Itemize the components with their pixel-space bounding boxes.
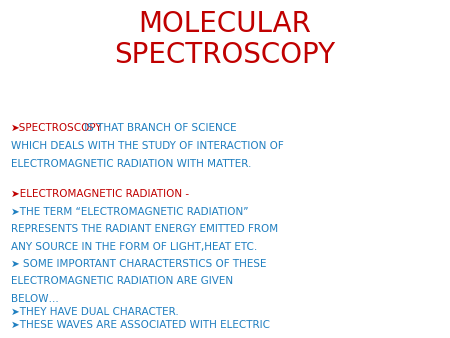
Text: WHICH DEALS WITH THE STUDY OF INTERACTION OF: WHICH DEALS WITH THE STUDY OF INTERACTIO… xyxy=(11,141,284,151)
Text: ➤THESE WAVES ARE ASSOCIATED WITH ELECTRIC: ➤THESE WAVES ARE ASSOCIATED WITH ELECTRI… xyxy=(11,320,270,330)
Text: BELOW…: BELOW… xyxy=(11,294,59,304)
Text: IS THAT BRANCH OF SCIENCE: IS THAT BRANCH OF SCIENCE xyxy=(81,123,236,134)
Text: ➤THEY HAVE DUAL CHARACTER.: ➤THEY HAVE DUAL CHARACTER. xyxy=(11,307,179,317)
Text: REPRESENTS THE RADIANT ENERGY EMITTED FROM: REPRESENTS THE RADIANT ENERGY EMITTED FR… xyxy=(11,224,279,235)
Text: ➤THE TERM “ELECTROMAGNETIC RADIATION”: ➤THE TERM “ELECTROMAGNETIC RADIATION” xyxy=(11,207,249,217)
Text: ELECTROMAGNETIC RADIATION ARE GIVEN: ELECTROMAGNETIC RADIATION ARE GIVEN xyxy=(11,276,234,286)
Text: ➤ SOME IMPORTANT CHARACTERSTICS OF THESE: ➤ SOME IMPORTANT CHARACTERSTICS OF THESE xyxy=(11,259,267,269)
Text: ELECTROMAGNETIC RADIATION WITH MATTER.: ELECTROMAGNETIC RADIATION WITH MATTER. xyxy=(11,159,252,169)
Text: ➤ELECTROMAGNETIC RADIATION -: ➤ELECTROMAGNETIC RADIATION - xyxy=(11,189,189,199)
Text: ANY SOURCE IN THE FORM OF LIGHT,HEAT ETC.: ANY SOURCE IN THE FORM OF LIGHT,HEAT ETC… xyxy=(11,242,257,252)
Text: MOLECULAR
SPECTROSCOPY: MOLECULAR SPECTROSCOPY xyxy=(114,10,336,69)
Text: ➤SPECTROSCOPY: ➤SPECTROSCOPY xyxy=(11,123,103,134)
